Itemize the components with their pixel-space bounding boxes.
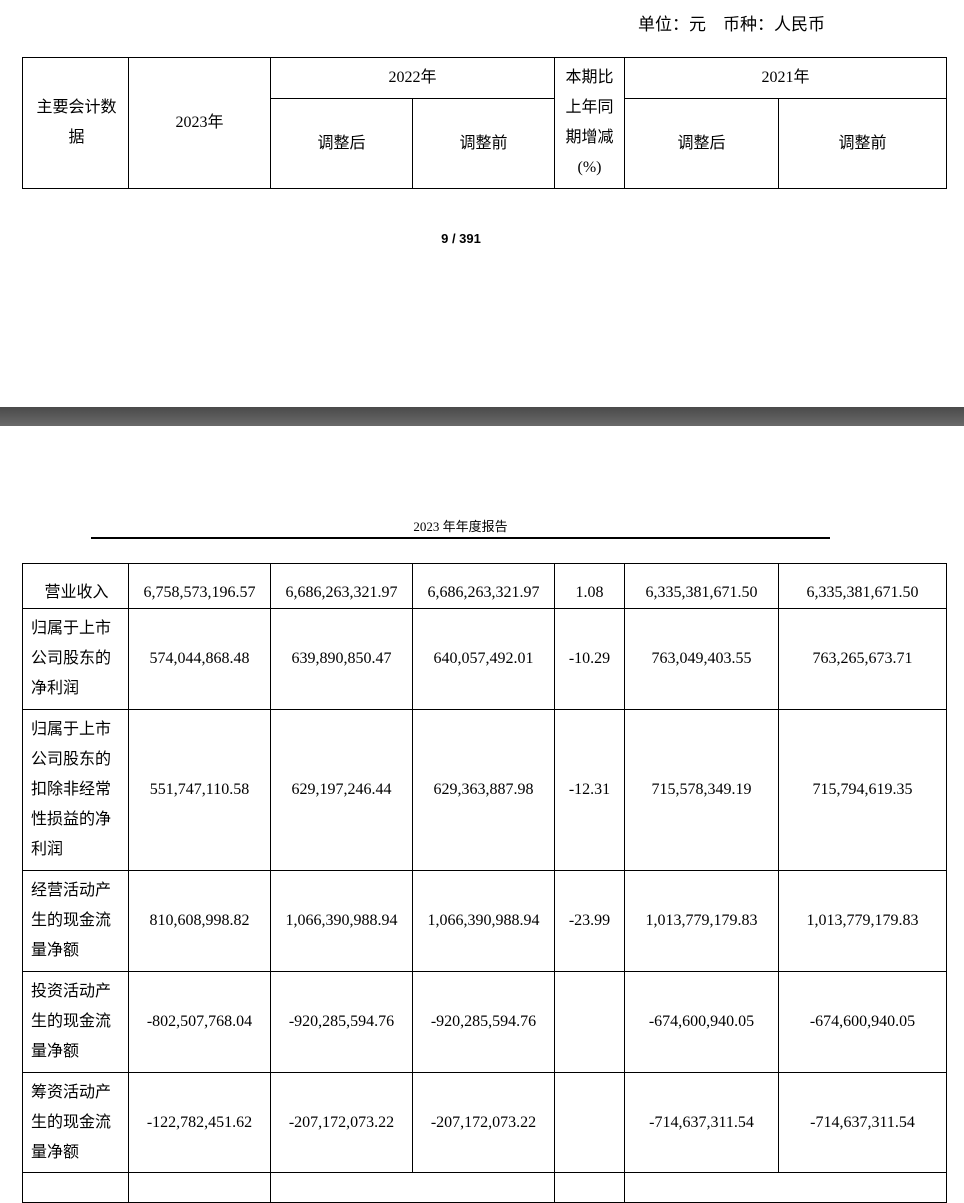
cell-v2022a: -207,172,073.22: [270, 1072, 413, 1173]
header-2021-adjusted-after: 调整后: [624, 98, 780, 189]
cell-v2023: -122,782,451.62: [128, 1072, 271, 1173]
row-label: 归属于上市公司股东的净利润: [22, 608, 129, 710]
cell-v2022b: -920,285,594.76: [412, 971, 555, 1073]
cell-v2021a: -674,600,940.05: [624, 971, 779, 1073]
header-2021-adjusted-before: 调整前: [778, 98, 948, 189]
cell-v2022a: 1,066,390,988.94: [270, 870, 413, 972]
cell-empty: [270, 1172, 555, 1203]
cell-v2021b: 715,794,619.35: [778, 709, 947, 871]
cell-empty: [22, 1172, 129, 1203]
cell-v2023: 810,608,998.82: [128, 870, 271, 972]
cell-v2021b: -674,600,940.05: [778, 971, 947, 1073]
header-change: 本期比上年同期增减(%): [554, 57, 626, 189]
table-row-partial: [22, 1172, 947, 1203]
cell-v2021b: 763,265,673.71: [778, 608, 947, 710]
header-main-data: 主要会计数据: [22, 57, 129, 189]
header-2022-adjusted-before: 调整前: [411, 98, 556, 189]
cell-v2022b: -207,172,073.22: [412, 1072, 555, 1173]
table-row: 营业收入 6,758,573,196.57 6,686,263,321.97 6,68…: [22, 563, 947, 609]
cell-chg: -10.29: [554, 608, 625, 710]
cell-v2022a: -920,285,594.76: [270, 971, 413, 1073]
cell-empty: [128, 1172, 271, 1203]
table-row: 经营活动产生的现金流量净额 810,608,998.82 1,066,390,988…: [22, 870, 947, 972]
cell-v2022b: 629,363,887.98: [412, 709, 555, 871]
cell-v2021a: 715,578,349.19: [624, 709, 779, 871]
row-label: 筹资活动产生的现金流量净额: [22, 1072, 129, 1173]
cell-empty: [554, 1172, 625, 1203]
cell-chg: [554, 971, 625, 1073]
cell-v2022b: 1,066,390,988.94: [412, 870, 555, 972]
row-label: 投资活动产生的现金流量净额: [22, 971, 129, 1073]
page-separator: [0, 407, 964, 426]
running-header: 2023 年年度报告: [413, 519, 508, 534]
row-label: 归属于上市公司股东的扣除非经常性损益的净利润: [22, 709, 129, 871]
cell-v2021b: 6,335,381,671.50: [778, 563, 947, 609]
cell-v2023: 574,044,868.48: [128, 608, 271, 710]
cell-empty: [624, 1172, 947, 1203]
cell-v2023: -802,507,768.04: [128, 971, 271, 1073]
cell-v2022a: 6,686,263,321.97: [270, 563, 413, 609]
cell-chg: -12.31: [554, 709, 625, 871]
table-row: 筹资活动产生的现金流量净额 -122,782,451.62 -207,172,073…: [22, 1072, 947, 1173]
header-2023: 2023年: [128, 57, 271, 189]
cell-v2023: 6,758,573,196.57: [128, 563, 271, 609]
header-2022-adjusted-after: 调整后: [270, 98, 413, 189]
table-row: 投资活动产生的现金流量净额 -802,507,768.04 -920,285,594…: [22, 971, 947, 1073]
cell-v2023: 551,747,110.58: [128, 709, 271, 871]
cell-v2021a: 1,013,779,179.83: [624, 870, 779, 972]
header-rule: [91, 537, 830, 539]
header-2021: 2021年: [624, 57, 948, 99]
table-row: 归属于上市公司股东的扣除非经常性损益的净利润 551,747,110.58 629,…: [22, 709, 947, 871]
header-table: 主要会计数据 2023年 2022年 本期比上年同期增减(%) 2021年 调整…: [22, 57, 948, 189]
cell-v2021a: -714,637,311.54: [624, 1072, 779, 1173]
cell-v2021a: 6,335,381,671.50: [624, 563, 779, 609]
financial-data-table: 营业收入 6,758,573,196.57 6,686,263,321.97 6,68…: [22, 563, 947, 1203]
table-row: 归属于上市公司股东的净利润 574,044,868.48 639,890,850.4…: [22, 608, 947, 710]
row-label: 营业收入: [22, 563, 129, 609]
row-label: 经营活动产生的现金流量净额: [22, 870, 129, 972]
cell-chg: 1.08: [554, 563, 625, 609]
cell-v2021a: 763,049,403.55: [624, 608, 779, 710]
cell-v2022a: 629,197,246.44: [270, 709, 413, 871]
header-2022: 2022年: [269, 57, 556, 99]
cell-v2021b: -714,637,311.54: [778, 1072, 947, 1173]
cell-v2022a: 639,890,850.47: [270, 608, 413, 710]
cell-v2022b: 640,057,492.01: [412, 608, 555, 710]
cell-v2021b: 1,013,779,179.83: [778, 870, 947, 972]
cell-chg: [554, 1072, 625, 1173]
unit-currency-note: 单位：元 币种：人民币: [638, 15, 825, 34]
cell-chg: -23.99: [554, 870, 625, 972]
page-number: 9 / 391: [441, 231, 481, 246]
cell-v2022b: 6,686,263,321.97: [412, 563, 555, 609]
